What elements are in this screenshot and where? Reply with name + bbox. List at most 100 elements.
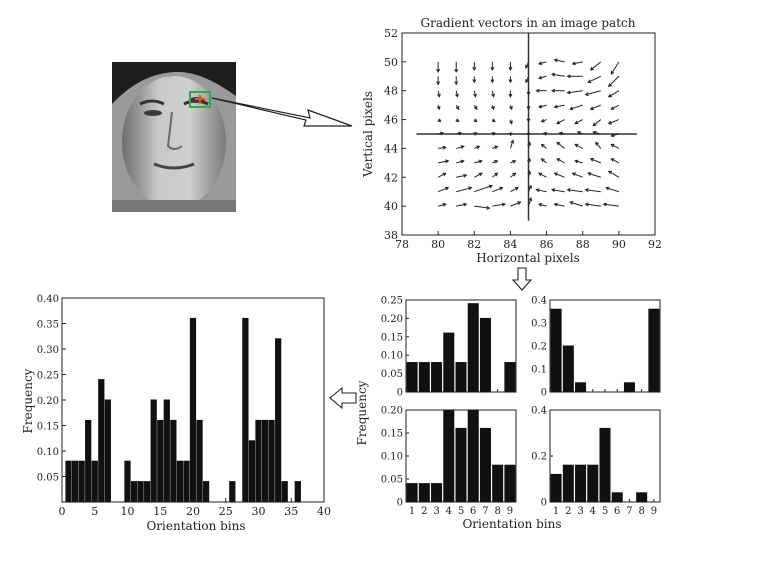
gradient-vector-head: [512, 159, 517, 164]
gradient-vector-head: [589, 106, 594, 111]
gradient-vector: [605, 186, 620, 193]
histogram-bar: [431, 362, 443, 393]
gradient-vector: [492, 202, 507, 207]
gradient-vector: [537, 61, 547, 66]
gradient-vector-shaft: [509, 140, 514, 149]
gradient-vector: [474, 184, 493, 193]
gradient-vector: [558, 131, 565, 136]
gradient-vector-shaft: [551, 189, 565, 193]
cell-histogram-bottom-right: 0 0.2 0.4 1 2 3 4 5 6 7 8 9: [531, 406, 661, 517]
gradient-vector-shaft: [525, 61, 529, 69]
gradient-vector-shaft: [554, 59, 565, 63]
histogram-bar: [504, 464, 516, 503]
gradient-vector-head: [494, 159, 499, 164]
quiver-xtick-label: 88: [576, 238, 590, 251]
gradient-vector-shaft: [492, 203, 506, 207]
small-hist-ytick-label: 0.2: [531, 452, 547, 463]
gradient-vector: [510, 201, 522, 207]
small-hist-xtick-label: 6: [470, 506, 476, 517]
patch-marker: [195, 95, 205, 104]
gradient-vector: [543, 132, 548, 136]
gradient-vector: [474, 159, 483, 164]
small-hist-ylabel: Frequency: [355, 380, 369, 445]
small-hist-ytick-label: 0.20: [381, 406, 403, 417]
gradient-vector: [525, 76, 529, 84]
gradient-vector-shaft: [541, 158, 547, 164]
gradient-vector: [510, 159, 517, 164]
histogram-bar: [418, 362, 430, 393]
gradient-vector-head: [571, 61, 576, 66]
gradient-vector-shaft: [587, 172, 601, 178]
gradient-vector: [510, 172, 517, 178]
gradient-vector-head: [436, 93, 441, 98]
gradient-vector-shaft: [474, 160, 483, 164]
gradient-vector-shaft: [536, 189, 547, 193]
small-hist-xlabel: Orientation bins: [462, 517, 561, 531]
gradient-vector-shaft: [538, 61, 547, 65]
histogram-bar: [268, 419, 275, 503]
big-hist-bars: [65, 317, 301, 503]
gradient-vector-head: [473, 118, 478, 123]
gradient-vector-head: [437, 118, 442, 123]
left-eye: [144, 110, 162, 116]
gradient-vector: [550, 88, 565, 93]
big-hist-ytick-label: 0.15: [37, 422, 59, 433]
gradient-vector: [610, 104, 620, 110]
gradient-vector: [508, 61, 513, 71]
histogram-bar: [575, 382, 587, 393]
gradient-vector: [491, 90, 496, 98]
histogram-bar: [431, 483, 443, 503]
gradient-vector-shaft: [541, 143, 547, 149]
gradient-vector: [602, 202, 619, 207]
gradient-vector: [589, 157, 601, 164]
gradient-vector: [438, 131, 445, 136]
quiver-ytick-label: 46: [384, 114, 398, 127]
gradient-vector-head: [607, 120, 612, 125]
gradient-vector: [490, 76, 495, 84]
gradient-vector: [569, 104, 583, 111]
gradient-vector-head: [569, 201, 574, 205]
gradient-vector-head: [472, 66, 477, 71]
gradient-vector-head: [526, 118, 531, 123]
gradient-vector-head: [490, 105, 495, 111]
histogram-bar: [281, 481, 288, 503]
gradient-vector: [576, 131, 583, 135]
histogram-bar: [150, 399, 157, 503]
cell-histogram-bottom-left: 0 0.05 0.10 0.15 0.20 1 2 3 4 5 6 7 8 9: [381, 406, 517, 517]
gradient-vector: [550, 72, 565, 77]
small-hist-ytick-label: 0.4: [531, 296, 547, 307]
gradient-vector: [472, 76, 477, 84]
gradient-vector: [436, 104, 441, 111]
gradient-vector-head: [592, 122, 597, 127]
gradient-vector-shaft: [572, 61, 583, 65]
gradient-vector-head: [473, 132, 478, 136]
gradient-vector-shaft: [608, 90, 620, 98]
gradient-vector: [607, 90, 620, 98]
big-hist-ytick-label: 0.30: [37, 345, 59, 356]
gradient-vector-head: [607, 93, 612, 98]
gradient-vector-head: [566, 90, 571, 95]
small-hist-xtick-label: 4: [590, 506, 596, 517]
gradient-vector-head: [463, 173, 468, 178]
gradient-vector: [492, 172, 499, 178]
gradient-vector-shaft: [608, 170, 620, 178]
gradient-vector: [526, 105, 531, 111]
gradient-vector: [490, 104, 495, 111]
histogram-bar: [455, 362, 467, 393]
gradient-vector-head: [553, 202, 558, 207]
gradient-vector: [491, 118, 496, 123]
gradient-vector-shaft: [567, 189, 583, 193]
gradient-vector: [584, 90, 601, 97]
gradient-vector: [456, 173, 468, 178]
histogram-bar: [623, 382, 635, 393]
gradient-vector-head: [478, 172, 483, 177]
gradient-vector: [454, 61, 459, 74]
gradient-vector-head: [526, 91, 531, 96]
patch-box: [189, 91, 211, 108]
big-hist-ytick-label: 0.40: [37, 294, 59, 305]
histogram-bar: [163, 399, 170, 503]
cell-histogram-top-left: 0 0.05 0.10 0.15 0.20 0.25: [381, 296, 517, 399]
histogram-bar: [599, 427, 611, 503]
gradient-vector: [589, 61, 602, 71]
gradient-vector: [607, 119, 620, 125]
